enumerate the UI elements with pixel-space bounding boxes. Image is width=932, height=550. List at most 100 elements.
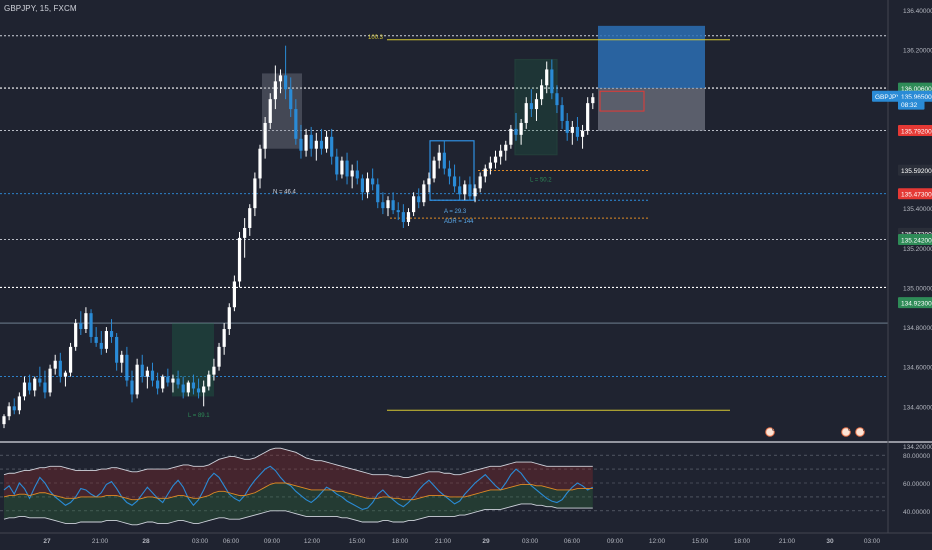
- price-tick-label: 135.00000: [903, 285, 932, 292]
- candle: [186, 382, 190, 393]
- time-tick-label: 12:00: [649, 538, 666, 545]
- time-tick-label: 15:00: [349, 538, 366, 545]
- candle: [468, 184, 472, 197]
- candle: [442, 152, 446, 169]
- candle: [458, 186, 462, 195]
- event-marker-icon[interactable]: [855, 427, 865, 437]
- candle: [427, 178, 431, 185]
- time-tick-label: 03:00: [864, 538, 881, 545]
- osc-series-line: [3, 482, 593, 501]
- price-tick-label: 135.40000: [903, 206, 932, 213]
- candle: [248, 208, 252, 228]
- candle: [191, 382, 196, 389]
- candle: [473, 188, 477, 197]
- candle: [340, 160, 344, 175]
- candle: [135, 364, 139, 395]
- annotation-label: N = 46.4: [273, 189, 297, 195]
- price-tag-label: 135.47300: [901, 192, 932, 199]
- candle: [381, 202, 385, 209]
- target-zone: [598, 25, 705, 89]
- candle: [171, 378, 175, 383]
- price-tag: [872, 90, 903, 102]
- annotation-label: 100.3: [368, 35, 384, 41]
- candle: [120, 354, 124, 363]
- annotation-label: A = 29.3: [444, 209, 467, 215]
- candle: [38, 378, 42, 383]
- oversold-band: [4, 483, 593, 525]
- candle: [386, 200, 390, 209]
- time-tick-label: 30: [826, 538, 834, 545]
- candle: [273, 81, 277, 100]
- time-tick-label: 27: [43, 538, 51, 545]
- price-tag: [898, 188, 932, 200]
- price-tag-label: GBPJPY: [875, 94, 901, 101]
- candle: [28, 382, 32, 391]
- candle: [166, 376, 170, 383]
- entry-box: [599, 90, 645, 112]
- annotation-label: ADR = 144: [444, 219, 474, 225]
- candle: [304, 134, 308, 151]
- time-tick-label: 06:00: [223, 538, 240, 545]
- candle: [12, 406, 16, 411]
- candle: [529, 103, 533, 110]
- candle: [555, 93, 559, 106]
- candle: [330, 136, 334, 157]
- event-marker-icon[interactable]: [765, 427, 775, 437]
- time-tick-label: 28: [142, 538, 150, 545]
- time-tick-label: 29: [482, 538, 490, 545]
- candle: [33, 378, 37, 391]
- candle: [268, 99, 272, 123]
- time-tick-label: 09:00: [607, 538, 624, 545]
- price-tick-label: 134.60000: [903, 365, 932, 372]
- candle: [534, 99, 539, 110]
- candle: [432, 160, 436, 179]
- candle: [504, 144, 508, 151]
- annotation-label: L = 89.1: [188, 413, 210, 419]
- candle: [79, 323, 83, 330]
- candle: [560, 105, 564, 121]
- candle: [278, 75, 283, 82]
- candle: [232, 281, 236, 308]
- price-pane[interactable]: 100.3 N = 46.4 A = 29.3 ADR = 144 L = 50.2 L …: [0, 25, 888, 437]
- candle: [391, 200, 395, 211]
- candle: [493, 156, 498, 163]
- price-tag: [898, 297, 932, 309]
- candle: [89, 313, 93, 337]
- candle: [212, 366, 216, 375]
- candle: [222, 329, 226, 347]
- candle: [422, 184, 426, 203]
- candle: [437, 152, 441, 161]
- event-marker-label: 6: [772, 427, 775, 433]
- price-tag: [898, 164, 932, 176]
- candle: [309, 134, 313, 149]
- time-tick-label: 18:00: [392, 538, 409, 545]
- time-tick-label: 21:00: [435, 538, 452, 545]
- price-tick-label: 136.40000: [903, 8, 932, 15]
- candle: [140, 364, 144, 377]
- time-tick-label: 06:00: [564, 538, 581, 545]
- candle: [401, 212, 405, 223]
- price-tick-label: 134.40000: [903, 404, 932, 411]
- event-marker-label: 7: [862, 427, 865, 433]
- event-marker-icon[interactable]: [841, 427, 851, 437]
- candle: [22, 382, 27, 397]
- candle: [319, 140, 324, 149]
- time-tick-label: 03:00: [192, 538, 209, 545]
- time-tick-label: 21:00: [779, 538, 796, 545]
- candle: [243, 227, 247, 238]
- event-marker-label: 6: [848, 427, 851, 433]
- candle: [43, 382, 47, 393]
- candle: [53, 360, 57, 369]
- oscillator-pane[interactable]: [0, 447, 888, 526]
- candle: [550, 69, 554, 94]
- candle: [84, 313, 88, 330]
- candle: [68, 346, 73, 373]
- price-tick-label: 134.20000: [903, 444, 932, 451]
- candle: [17, 396, 21, 411]
- blue-box: [429, 140, 475, 201]
- candle: [324, 136, 329, 149]
- candle: [478, 176, 482, 189]
- overbought-band: [4, 448, 593, 500]
